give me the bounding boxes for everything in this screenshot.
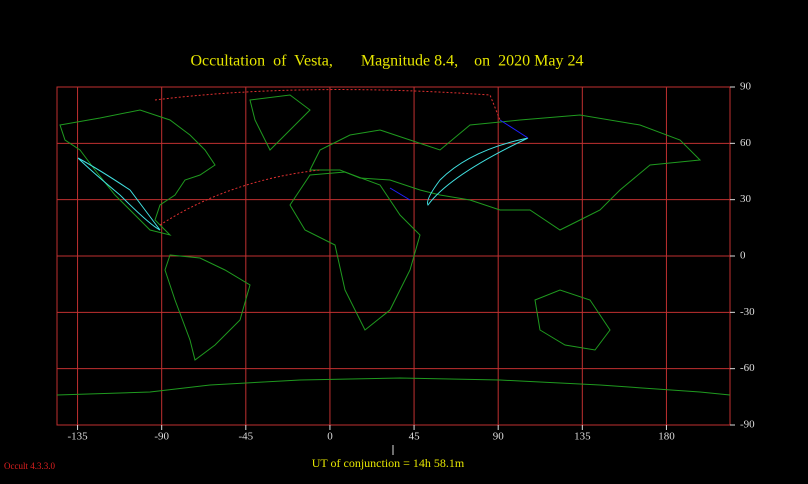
path-limit (154, 89, 501, 121)
footer: UT of conjunction = 14h 58.1m (312, 456, 465, 470)
africa (289, 171, 421, 331)
path-east (427, 137, 529, 206)
x-tick-label: 180 (658, 431, 675, 443)
y-tick-label: 60 (740, 137, 752, 149)
path-segment (499, 119, 529, 139)
eurasia (309, 114, 702, 231)
x-tick-label: 45 (409, 431, 421, 443)
version: Occult 4.3.3.0 (4, 461, 55, 471)
y-tick-label: -90 (740, 419, 755, 431)
antarctica (56, 377, 731, 396)
occultation-path (77, 89, 529, 231)
x-tick-label: 135 (574, 431, 591, 443)
y-tick-label: 0 (740, 250, 746, 262)
y-tick-label: -60 (740, 362, 755, 374)
x-tick-label: -45 (238, 431, 253, 443)
north-america (59, 109, 216, 236)
y-tick-label: 30 (740, 193, 752, 205)
title: Occultation of Vesta, Magnitude 8.4, on … (191, 53, 584, 70)
path-west (77, 157, 161, 231)
australia (534, 289, 611, 351)
x-tick-label: -90 (154, 431, 169, 443)
x-tick-label: 90 (493, 431, 505, 443)
coastlines (56, 94, 731, 396)
south-america (164, 254, 251, 361)
x-tick-label: 0 (327, 431, 333, 443)
x-tick-label: -135 (67, 431, 88, 443)
greenland (249, 94, 311, 151)
path-limit (159, 169, 321, 226)
y-tick-label: 90 (740, 81, 752, 93)
y-tick-label: -30 (740, 306, 755, 318)
path-segment (389, 187, 411, 201)
